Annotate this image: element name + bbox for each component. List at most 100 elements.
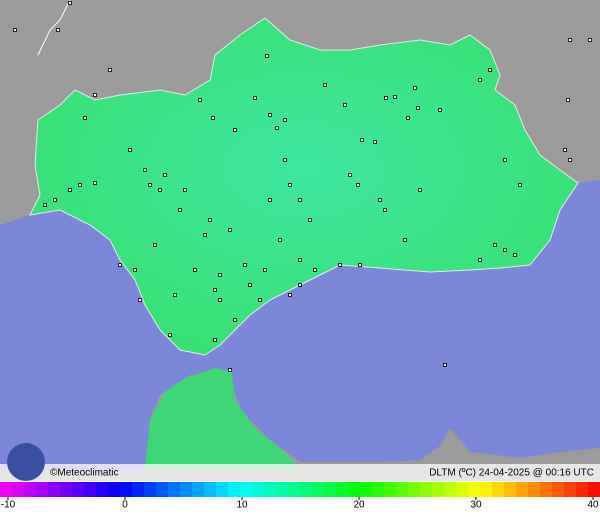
station [343,103,347,107]
station [258,298,262,302]
stations [13,1,592,372]
station [416,106,420,110]
station [243,263,247,267]
andalusia [29,17,579,356]
station [478,78,482,82]
scale-cell [504,482,517,497]
station [418,188,422,192]
station [198,98,202,102]
scale-cell [12,482,25,497]
scale-cell [312,482,325,497]
scale-cell [468,482,481,497]
scale-cell [72,482,85,497]
station [413,86,417,90]
station [265,54,269,58]
scale-cell [192,482,205,497]
station [488,68,492,72]
station [383,208,387,212]
station [43,203,47,207]
scale-cell [168,482,181,497]
station [384,96,388,100]
scale-cell [396,482,409,497]
station [233,318,237,322]
credit: ©Meteoclimatic [50,468,119,479]
station [275,126,279,130]
scale-cell [528,482,541,497]
sea [0,180,600,470]
station [218,273,222,277]
station [248,283,252,287]
scale-cell [108,482,121,497]
station [263,268,267,272]
station [153,243,157,247]
scale-cell [492,482,505,497]
scale-cell [432,482,445,497]
logo [7,443,45,481]
scale-cell [36,482,49,497]
station [503,158,507,162]
station [193,268,197,272]
scale-cell [120,482,133,497]
station [406,116,410,120]
scale-cell [360,482,373,497]
station [358,263,362,267]
station [93,93,97,97]
station [566,98,570,102]
station [478,258,482,262]
scale-tick-label: -10 [1,500,16,511]
station [211,116,215,120]
station [78,183,82,187]
scale-cell [276,482,289,497]
scale-cell [444,482,457,497]
station [203,233,207,237]
station [283,158,287,162]
scale-cell [408,482,421,497]
station [183,188,187,192]
scale-cell [588,482,600,497]
station [356,183,360,187]
station [178,208,182,212]
station [288,293,292,297]
station [168,333,172,337]
station [173,293,177,297]
station [133,268,137,272]
scale-cell [540,482,553,497]
station [118,263,122,267]
station [163,173,167,177]
scale-cell [552,482,565,497]
station [298,198,302,202]
station [68,188,72,192]
station [138,298,142,302]
station [283,118,287,122]
border [37,0,71,56]
station [568,38,572,42]
station [13,28,17,32]
scale-cell [204,482,217,497]
scale-cell [456,482,469,497]
station [493,243,497,247]
scale-cell [96,482,109,497]
scale-cell [564,482,577,497]
scale-cell [156,482,169,497]
station [443,363,447,367]
scale-cell [48,482,61,497]
station [233,128,237,132]
station [158,188,162,192]
scale-cell [516,482,529,497]
scale-cell [336,482,349,497]
station [213,338,217,342]
station [373,140,377,144]
scale-cell [144,482,157,497]
station [588,38,592,42]
scale-cell [216,482,229,497]
station [563,148,567,152]
station [378,198,382,202]
scale-tick-label: 20 [353,500,365,511]
scale-cell [420,482,433,497]
station [323,83,327,87]
station [143,168,147,172]
station [278,238,282,242]
scale-cell [180,482,193,497]
station [253,96,257,100]
